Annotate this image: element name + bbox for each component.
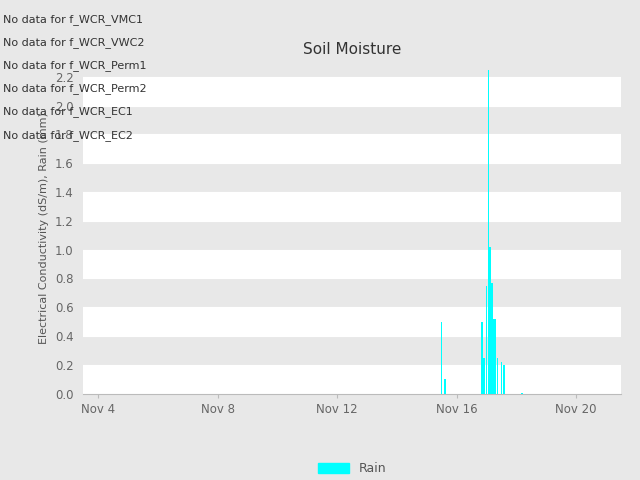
Y-axis label: Electrical Conductivity (dS/m), Rain (mm): Electrical Conductivity (dS/m), Rain (mm… [39,112,49,344]
Bar [83,192,621,221]
Legend: Rain: Rain [312,457,392,480]
Bar [481,322,483,394]
Bar [504,365,505,394]
Title: Soil Moisture: Soil Moisture [303,42,401,57]
Bar [83,336,621,365]
Bar [497,358,499,394]
Bar [500,362,502,394]
Text: No data for f_WCR_Perm2: No data for f_WCR_Perm2 [3,84,147,95]
Bar [83,307,621,336]
Bar [441,322,442,394]
Bar [83,250,621,278]
Text: No data for f_WCR_Perm1: No data for f_WCR_Perm1 [3,60,147,72]
Bar [486,286,487,394]
Bar [83,134,621,163]
Text: No data for f_WCR_EC1: No data for f_WCR_EC1 [3,107,133,118]
Bar [83,77,621,106]
Text: No data for f_WCR_VWC2: No data for f_WCR_VWC2 [3,37,145,48]
Bar [492,283,493,394]
Bar [83,106,621,134]
Bar [83,163,621,192]
Bar [83,278,621,307]
Text: No data for f_WCR_VMC1: No data for f_WCR_VMC1 [3,14,143,25]
Bar [83,365,621,394]
Bar [490,247,491,394]
Bar [444,379,446,394]
Bar [488,70,490,394]
Bar [495,319,497,394]
Text: No data for f_WCR_EC2: No data for f_WCR_EC2 [3,130,133,141]
Bar [83,221,621,250]
Bar [493,319,495,394]
Bar [483,358,485,394]
